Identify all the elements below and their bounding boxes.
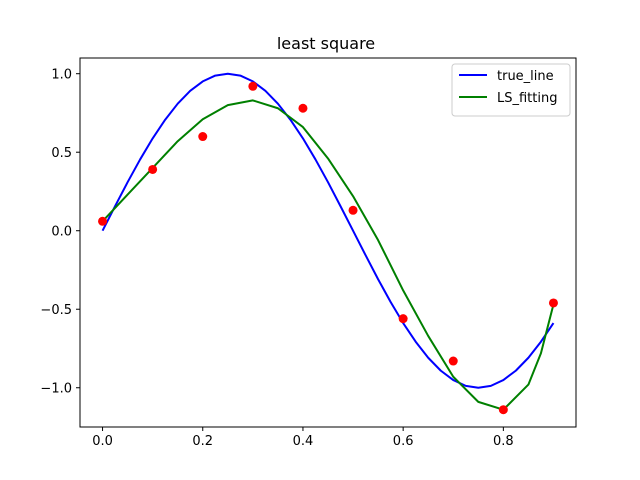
series-line-true-line bbox=[101, 72, 555, 389]
x-tick-label: 0.2 bbox=[192, 434, 213, 449]
y-tick-label: 0.0 bbox=[51, 225, 72, 240]
chart-title: least square bbox=[277, 34, 375, 53]
x-tick-label: 0.0 bbox=[92, 434, 113, 449]
axes: 0.0 0.2 0.4 0.6 0.8 −1.0 −0.5 0.0 0.5 1.0 bbox=[40, 57, 577, 449]
plot-area bbox=[98, 72, 558, 415]
data-point bbox=[348, 205, 358, 215]
data-point bbox=[98, 216, 108, 226]
data-point bbox=[198, 132, 208, 142]
legend-label: LS_fitting bbox=[497, 91, 557, 106]
data-point bbox=[148, 164, 158, 174]
data-point bbox=[298, 103, 308, 113]
data-point bbox=[498, 405, 508, 415]
axes-frame bbox=[79, 57, 577, 428]
y-tick-label: 1.0 bbox=[51, 68, 72, 83]
data-point bbox=[398, 314, 408, 324]
y-tick-label: −1.0 bbox=[40, 382, 72, 397]
legend-box bbox=[451, 63, 571, 117]
legend-label: true_line bbox=[497, 69, 554, 84]
data-point bbox=[448, 356, 458, 366]
data-point bbox=[548, 298, 558, 308]
x-tick-label: 0.4 bbox=[293, 434, 314, 449]
x-tick-label: 0.6 bbox=[393, 434, 414, 449]
x-tick-label: 0.8 bbox=[493, 434, 514, 449]
legend: true_line LS_fitting bbox=[451, 63, 571, 117]
data-point bbox=[248, 81, 258, 91]
y-tick-label: 0.5 bbox=[51, 146, 72, 161]
y-tick-label: −0.5 bbox=[40, 303, 72, 318]
series-line-ls-fitting bbox=[101, 99, 555, 411]
